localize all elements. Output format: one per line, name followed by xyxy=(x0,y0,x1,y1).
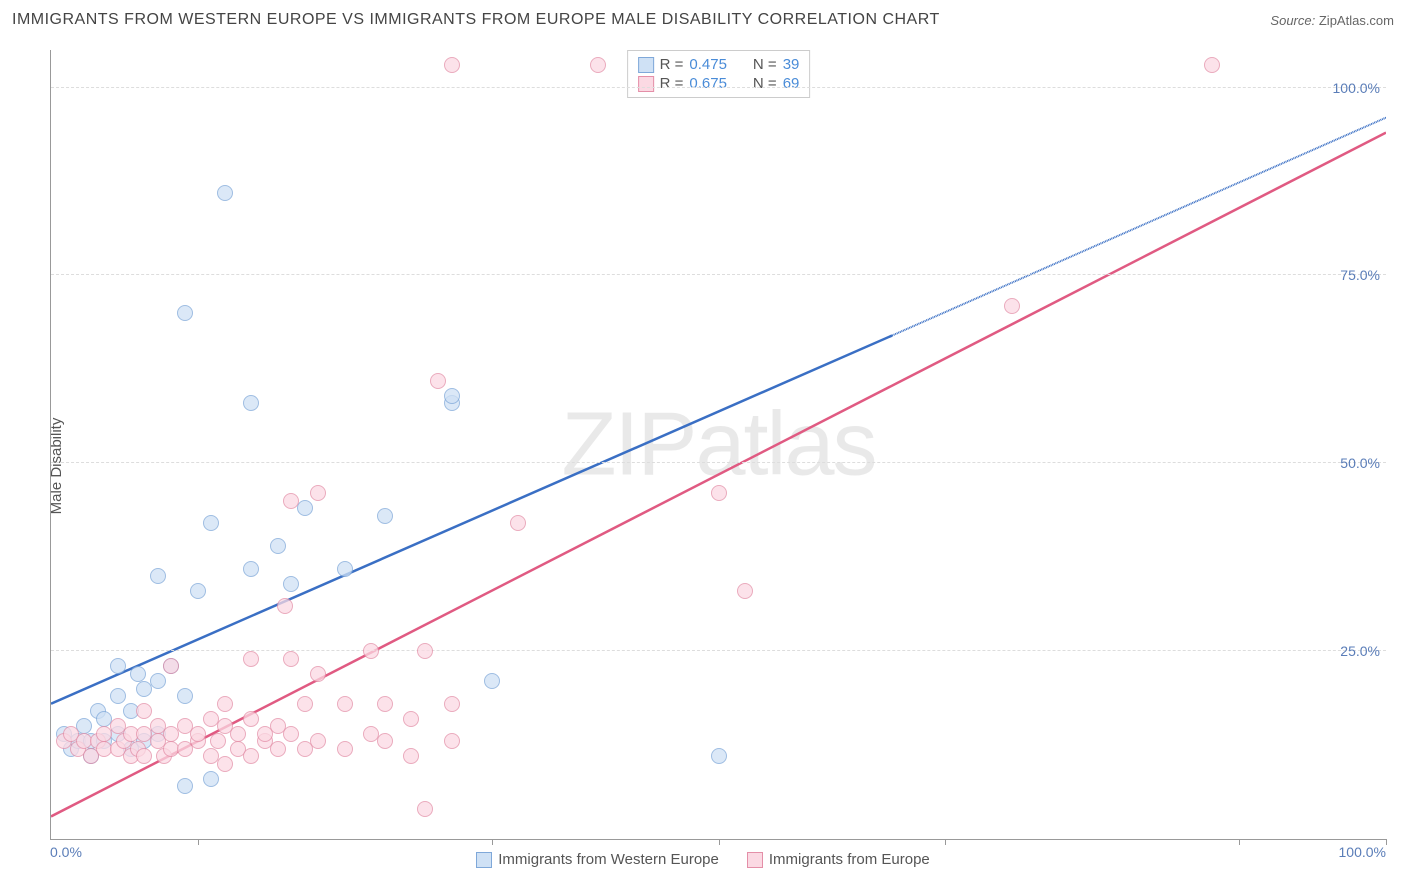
data-point xyxy=(417,801,433,817)
data-point xyxy=(177,778,193,794)
data-point xyxy=(444,57,460,73)
data-point xyxy=(210,733,226,749)
data-point xyxy=(136,703,152,719)
source-value: ZipAtlas.com xyxy=(1319,13,1394,28)
data-point xyxy=(110,688,126,704)
watermark: ZIPatlas xyxy=(561,393,875,496)
data-point xyxy=(190,726,206,742)
data-point xyxy=(430,373,446,389)
data-point xyxy=(377,733,393,749)
series-swatch xyxy=(638,57,654,73)
data-point xyxy=(203,515,219,531)
data-point xyxy=(230,726,246,742)
data-point xyxy=(177,688,193,704)
data-point xyxy=(337,696,353,712)
data-point xyxy=(270,741,286,757)
data-point xyxy=(737,583,753,599)
data-point xyxy=(270,538,286,554)
data-point xyxy=(283,576,299,592)
chart-title: IMMIGRANTS FROM WESTERN EUROPE VS IMMIGR… xyxy=(12,11,940,29)
data-point xyxy=(297,696,313,712)
data-point xyxy=(130,666,146,682)
data-point xyxy=(444,388,460,404)
data-point xyxy=(417,643,433,659)
data-point xyxy=(444,696,460,712)
gridline xyxy=(51,87,1386,88)
plot-area: ZIPatlas R =0.475N =39R =0.675N =69 25.0… xyxy=(50,50,1386,840)
gridline xyxy=(51,274,1386,275)
y-tick-label: 100.0% xyxy=(1333,80,1380,96)
data-point xyxy=(163,658,179,674)
data-point xyxy=(110,658,126,674)
data-point xyxy=(277,598,293,614)
data-point xyxy=(711,748,727,764)
legend-swatch xyxy=(747,852,763,868)
bottom-legend: Immigrants from Western Europe Immigrants… xyxy=(0,851,1406,868)
source-attribution: Source: ZipAtlas.com xyxy=(1270,13,1394,28)
header: IMMIGRANTS FROM WESTERN EUROPE VS IMMIGR… xyxy=(0,0,1406,40)
data-point xyxy=(203,771,219,787)
data-point xyxy=(136,748,152,764)
data-point xyxy=(177,305,193,321)
data-point xyxy=(510,515,526,531)
data-point xyxy=(190,583,206,599)
data-point xyxy=(283,493,299,509)
y-tick-label: 50.0% xyxy=(1340,455,1380,471)
data-point xyxy=(711,485,727,501)
data-point xyxy=(310,666,326,682)
data-point xyxy=(337,741,353,757)
data-point xyxy=(150,568,166,584)
data-point xyxy=(337,561,353,577)
data-point xyxy=(217,185,233,201)
data-point xyxy=(243,561,259,577)
series-swatch xyxy=(638,76,654,92)
data-point xyxy=(243,711,259,727)
data-point xyxy=(377,696,393,712)
data-point xyxy=(377,508,393,524)
data-point xyxy=(363,643,379,659)
source-label: Source: xyxy=(1270,13,1315,28)
legend-label: Immigrants from Europe xyxy=(769,851,930,868)
data-point xyxy=(310,733,326,749)
data-point xyxy=(590,57,606,73)
data-point xyxy=(283,726,299,742)
y-tick-label: 75.0% xyxy=(1340,267,1380,283)
data-point xyxy=(243,395,259,411)
stats-row: R =0.475N =39 xyxy=(638,55,800,74)
data-point xyxy=(444,733,460,749)
stats-row: R =0.675N =69 xyxy=(638,74,800,93)
data-point xyxy=(1004,298,1020,314)
legend-item: Immigrants from Western Europe xyxy=(476,851,719,868)
data-point xyxy=(217,696,233,712)
stats-legend-box: R =0.475N =39R =0.675N =69 xyxy=(627,50,811,98)
data-point xyxy=(1204,57,1220,73)
data-point xyxy=(403,711,419,727)
data-point xyxy=(484,673,500,689)
data-point xyxy=(283,651,299,667)
data-point xyxy=(243,651,259,667)
gridline xyxy=(51,462,1386,463)
chart-container: Male Disability ZIPatlas R =0.475N =39R … xyxy=(0,40,1406,892)
y-tick-label: 25.0% xyxy=(1340,643,1380,659)
data-point xyxy=(150,673,166,689)
data-point xyxy=(243,748,259,764)
legend-item: Immigrants from Europe xyxy=(747,851,930,868)
data-point xyxy=(403,748,419,764)
legend-swatch xyxy=(476,852,492,868)
data-point xyxy=(310,485,326,501)
data-point xyxy=(217,756,233,772)
x-tick xyxy=(1386,839,1387,845)
legend-label: Immigrants from Western Europe xyxy=(498,851,719,868)
